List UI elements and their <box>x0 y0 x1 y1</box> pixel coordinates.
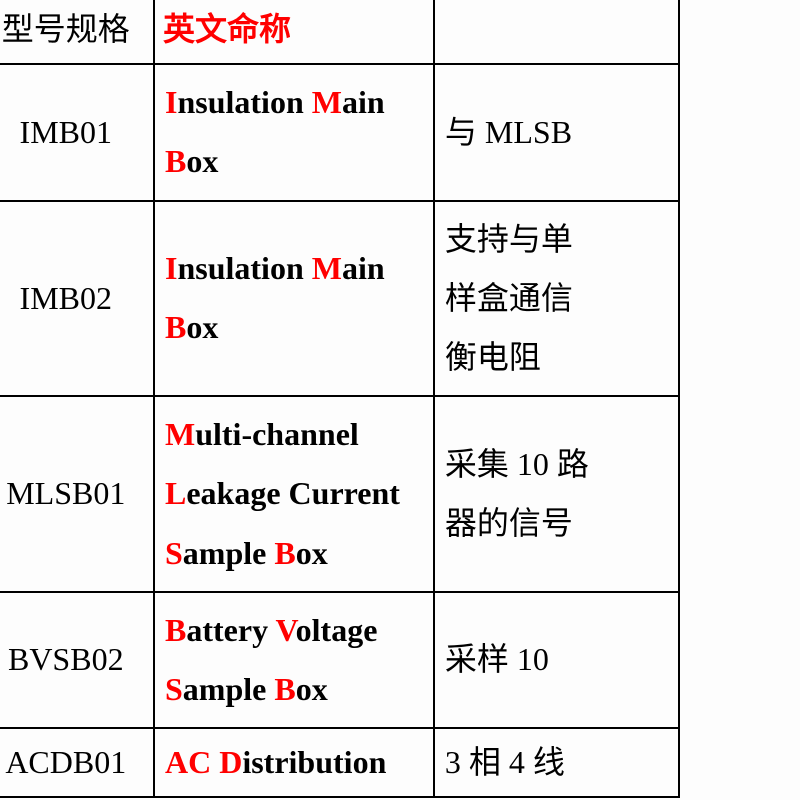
header-desc <box>434 0 679 64</box>
cell-desc: 支持与单样盒通信衡电阻 <box>434 201 679 397</box>
cell-desc: 与 MLSB <box>434 64 679 200</box>
product-spec-table: 型号规格 英文命称 IMB01Insulation Main Box与 MLSB… <box>0 0 680 798</box>
cell-name-en: Battery Voltage Sample Box <box>154 592 434 728</box>
cell-model: ACDB01 <box>0 728 154 797</box>
cell-desc: 3 相 4 线 <box>434 728 679 797</box>
table-row: 盒ACDB01AC Distribution3 相 4 线 <box>0 728 679 797</box>
cell-name-en: Multi-channel Leakage Current Sample Box <box>154 396 434 592</box>
cell-model: IMB02 <box>0 201 154 397</box>
table-row: 盒BVSB02Battery Voltage Sample Box采样 10 <box>0 592 679 728</box>
table-row: 样盒MLSB01Multi-channel Leakage Current Sa… <box>0 396 679 592</box>
cell-model: BVSB02 <box>0 592 154 728</box>
cell-model: MLSB01 <box>0 396 154 592</box>
cell-model: IMB01 <box>0 64 154 200</box>
table-row: IMB01Insulation Main Box与 MLSB <box>0 64 679 200</box>
table-viewport: 型号规格 英文命称 IMB01Insulation Main Box与 MLSB… <box>0 0 800 800</box>
table-body: IMB01Insulation Main Box与 MLSBIMB02Insul… <box>0 64 679 797</box>
cell-desc: 采样 10 <box>434 592 679 728</box>
cell-name-en: AC Distribution <box>154 728 434 797</box>
header-model: 型号规格 <box>0 0 154 64</box>
cell-name-en: Insulation Main Box <box>154 201 434 397</box>
table-header-row: 型号规格 英文命称 <box>0 0 679 64</box>
cell-desc: 采集 10 路器的信号 <box>434 396 679 592</box>
table-row: IMB02Insulation Main Box支持与单样盒通信衡电阻 <box>0 201 679 397</box>
cell-name-en: Insulation Main Box <box>154 64 434 200</box>
header-name-en: 英文命称 <box>154 0 434 64</box>
